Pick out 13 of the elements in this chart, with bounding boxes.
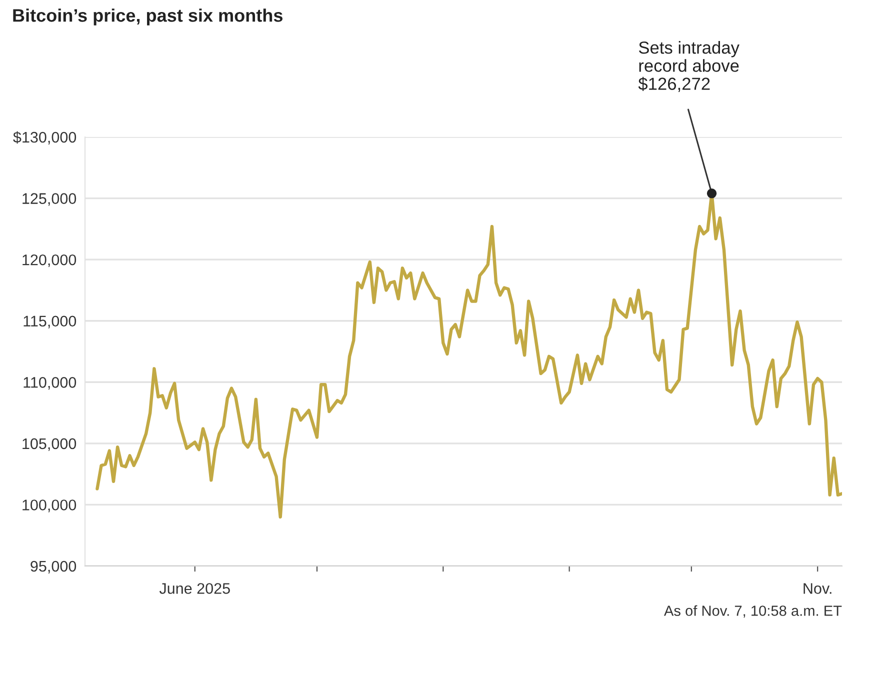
y-tick-label: 100,000 [22, 500, 76, 512]
x-tick-label: June 2025 [159, 583, 230, 594]
y-tick-label: 115,000 [24, 316, 76, 328]
x-tick-label: Nov. [804, 583, 832, 594]
chart-title: Bitcoin’s price, past six months [13, 8, 282, 26]
y-tick-label: 105,000 [22, 438, 76, 451]
y-tick-label: 125,000 [22, 193, 76, 206]
y-tick-label: $130,000 [13, 131, 76, 144]
y-tick-label: 110,000 [24, 377, 76, 390]
y-tick-label: 95,000 [30, 560, 76, 574]
text: As of Nov. 7, 10:58 a.m. ET [664, 605, 842, 618]
annotation: Sets intraday record above $126,272 [638, 41, 740, 92]
y-tick-label: 120,000 [22, 254, 76, 268]
